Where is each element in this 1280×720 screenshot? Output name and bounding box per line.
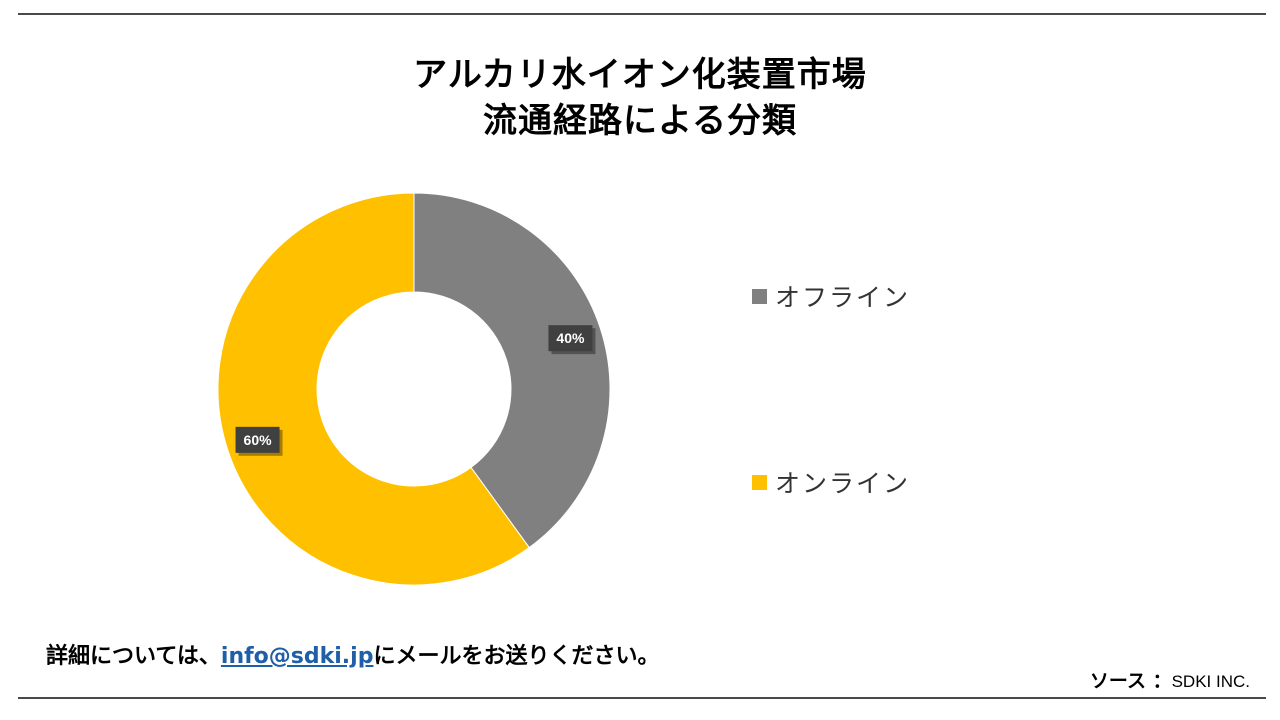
contact-prefix: 詳細については、 [46, 644, 221, 669]
data-labels: 40% 60% [235, 325, 596, 456]
source-value: SDKI INC. [1171, 672, 1250, 691]
data-label-box-0 [548, 325, 593, 352]
legend-label-offline: オフライン [775, 283, 911, 312]
legend-swatch-offline [752, 288, 767, 304]
bottom-divider [18, 697, 1266, 699]
legend-label-online: オンライン [775, 469, 911, 498]
donut-slice-0 [413, 192, 611, 549]
contact-suffix: にメールをお送りください。 [373, 644, 660, 669]
data-label-text-0: 40% [556, 330, 585, 346]
chart-title-line-2: 流通経路による分類 [483, 101, 797, 141]
chart-title-line-1: アルカリ水イオン化装置市場 [413, 55, 867, 95]
chart-title: アルカリ水イオン化装置市場 流通経路による分類 [0, 52, 1280, 144]
email-link[interactable]: info@sdki.jp [220, 644, 374, 669]
donut-slices [217, 192, 611, 586]
data-label-text-1: 60% [244, 432, 273, 448]
top-divider [18, 13, 1266, 15]
data-label-box-1 [235, 426, 280, 453]
legend-item-offline: オフライン [752, 278, 910, 314]
data-label-1: 60% [235, 426, 283, 456]
legend-swatch-online [752, 474, 767, 490]
source-note: ソース ：SDKI INC. [1090, 666, 1250, 693]
legend-item-online: オンライン [752, 464, 910, 500]
contact-note: 詳細については、info@sdki.jpにメールをお送りください。 [46, 638, 659, 670]
data-label-0: 40% [548, 325, 596, 355]
donut-slice-1 [217, 192, 530, 586]
source-label: ソース ： [1089, 670, 1172, 692]
